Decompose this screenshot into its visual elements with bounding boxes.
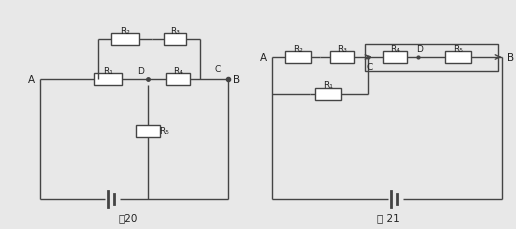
Text: A: A: [260, 53, 267, 63]
Text: R₂: R₂: [120, 26, 130, 35]
Text: R₁: R₁: [103, 66, 113, 75]
Bar: [365, 45, 498, 72]
Text: B: B: [233, 75, 240, 85]
Bar: [94, 74, 122, 86]
Bar: [164, 34, 186, 46]
Bar: [383, 52, 407, 64]
Bar: [315, 89, 341, 101]
Bar: [111, 34, 139, 46]
Bar: [285, 52, 311, 64]
Bar: [166, 74, 190, 86]
Text: C: C: [215, 65, 221, 74]
Text: R₄: R₄: [390, 44, 400, 53]
Text: C: C: [367, 63, 373, 72]
Text: A: A: [27, 75, 35, 85]
Text: R₃: R₃: [170, 26, 180, 35]
Text: R₅: R₅: [453, 44, 463, 53]
Text: R₃: R₃: [337, 44, 347, 53]
Text: D: D: [416, 44, 424, 53]
Text: D: D: [138, 66, 144, 75]
Text: R₂: R₂: [293, 44, 303, 53]
Bar: [445, 52, 471, 64]
Text: R₄: R₄: [173, 66, 183, 75]
Text: 图20: 图20: [118, 212, 138, 222]
Bar: [136, 125, 160, 137]
Text: 图 21: 图 21: [377, 212, 399, 222]
Text: B: B: [507, 53, 514, 63]
Text: R₅: R₅: [159, 126, 169, 135]
Text: R₁: R₁: [323, 81, 333, 90]
Bar: [330, 52, 354, 64]
